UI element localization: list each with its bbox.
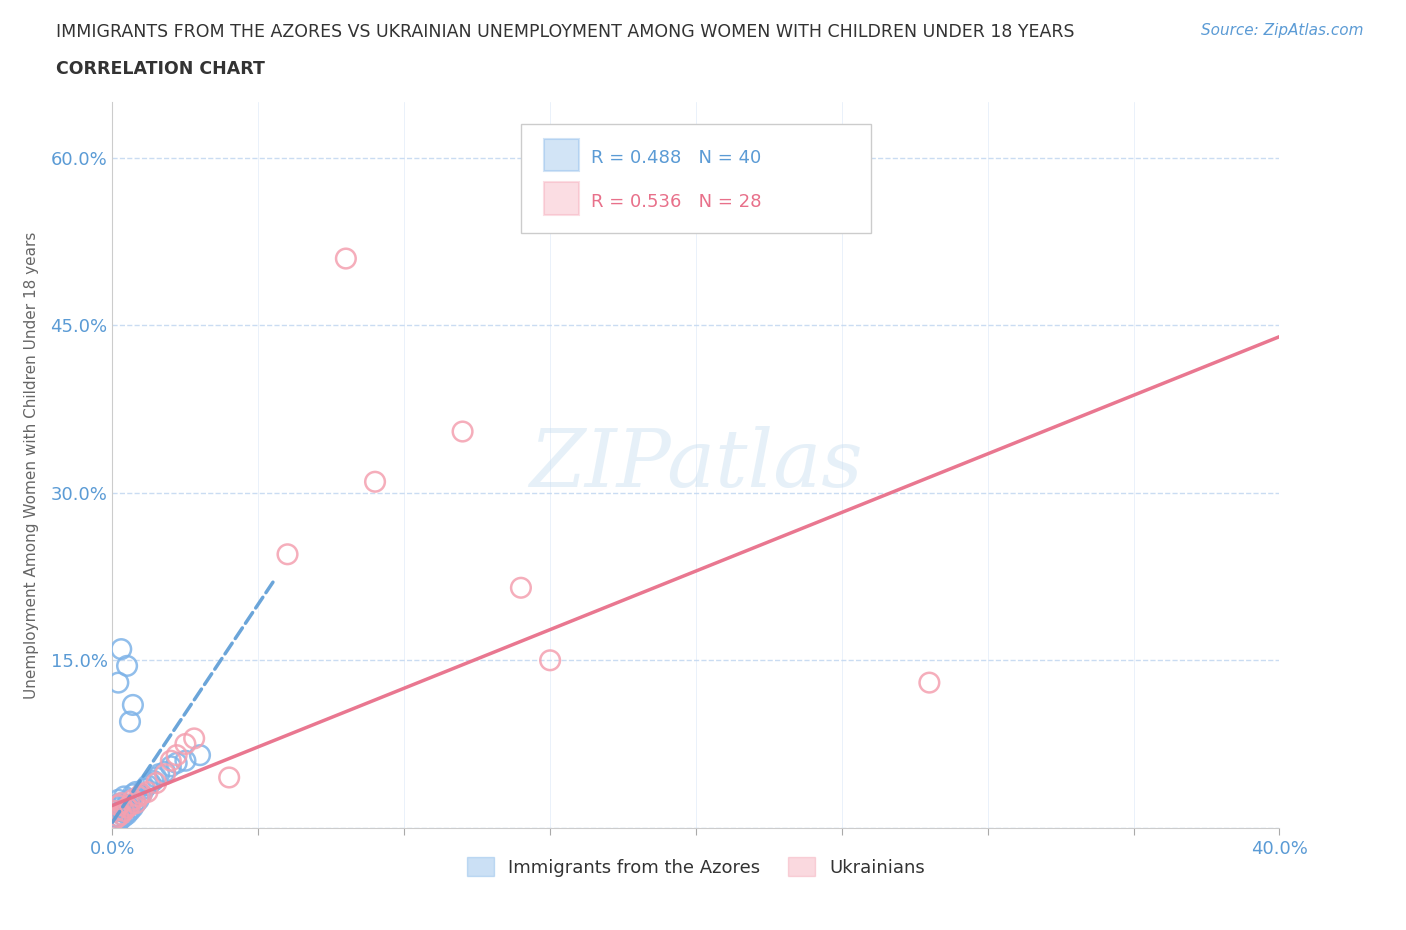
Point — [107, 815, 129, 830]
Point — [104, 815, 127, 830]
Point — [918, 675, 941, 690]
Point — [118, 798, 141, 813]
Point — [153, 764, 176, 779]
Point — [104, 804, 127, 818]
Point — [139, 776, 162, 790]
Point — [115, 807, 138, 822]
Point — [128, 789, 150, 804]
Point — [107, 809, 129, 824]
Point — [115, 800, 138, 815]
Point — [115, 798, 138, 813]
FancyBboxPatch shape — [544, 139, 579, 171]
Point — [107, 792, 129, 807]
Point — [335, 251, 357, 266]
Point — [107, 675, 129, 690]
Point — [131, 787, 153, 802]
Text: R = 0.488   N = 40: R = 0.488 N = 40 — [591, 149, 761, 167]
Point — [183, 731, 205, 746]
FancyBboxPatch shape — [520, 124, 872, 232]
Point — [112, 804, 135, 818]
Point — [110, 811, 132, 826]
Point — [125, 796, 148, 811]
Point — [166, 748, 188, 763]
Point — [160, 753, 183, 768]
Point — [131, 787, 153, 802]
Point — [128, 792, 150, 807]
Point — [188, 748, 211, 763]
Point — [104, 811, 127, 826]
Point — [509, 580, 531, 595]
Legend: Immigrants from the Azores, Ukrainians: Immigrants from the Azores, Ukrainians — [460, 850, 932, 883]
Point — [145, 776, 167, 790]
Point — [538, 653, 561, 668]
Point — [115, 658, 138, 673]
Point — [122, 698, 145, 712]
Point — [125, 785, 148, 800]
Point — [118, 792, 141, 807]
Point — [122, 800, 145, 815]
Point — [107, 809, 129, 824]
Point — [364, 474, 387, 489]
Point — [110, 796, 132, 811]
FancyBboxPatch shape — [544, 182, 579, 215]
Point — [153, 766, 176, 781]
Point — [118, 804, 141, 818]
Text: IMMIGRANTS FROM THE AZORES VS UKRAINIAN UNEMPLOYMENT AMONG WOMEN WITH CHILDREN U: IMMIGRANTS FROM THE AZORES VS UKRAINIAN … — [56, 23, 1074, 41]
Y-axis label: Unemployment Among Women with Children Under 18 years: Unemployment Among Women with Children U… — [24, 232, 39, 698]
Point — [451, 424, 474, 439]
Point — [160, 759, 183, 774]
Point — [110, 796, 132, 811]
Point — [110, 642, 132, 657]
Point — [104, 809, 127, 824]
Point — [174, 737, 197, 751]
Point — [136, 785, 159, 800]
Point — [276, 547, 298, 562]
Point — [107, 800, 129, 815]
Point — [107, 798, 129, 813]
Point — [148, 766, 170, 781]
Point — [218, 770, 240, 785]
Point — [166, 755, 188, 770]
Point — [134, 781, 156, 796]
Point — [110, 807, 132, 822]
Text: ZIPatlas: ZIPatlas — [529, 426, 863, 504]
Text: CORRELATION CHART: CORRELATION CHART — [56, 60, 266, 78]
Text: R = 0.536   N = 28: R = 0.536 N = 28 — [591, 193, 762, 211]
Point — [112, 789, 135, 804]
Point — [104, 804, 127, 818]
Point — [142, 774, 165, 789]
Point — [125, 796, 148, 811]
Point — [136, 777, 159, 792]
Point — [118, 714, 141, 729]
Point — [122, 792, 145, 807]
Point — [112, 809, 135, 824]
Point — [104, 798, 127, 813]
Text: Source: ZipAtlas.com: Source: ZipAtlas.com — [1201, 23, 1364, 38]
Point — [112, 800, 135, 815]
Point — [174, 753, 197, 768]
Point — [145, 770, 167, 785]
Point — [110, 804, 132, 818]
Point — [122, 787, 145, 802]
